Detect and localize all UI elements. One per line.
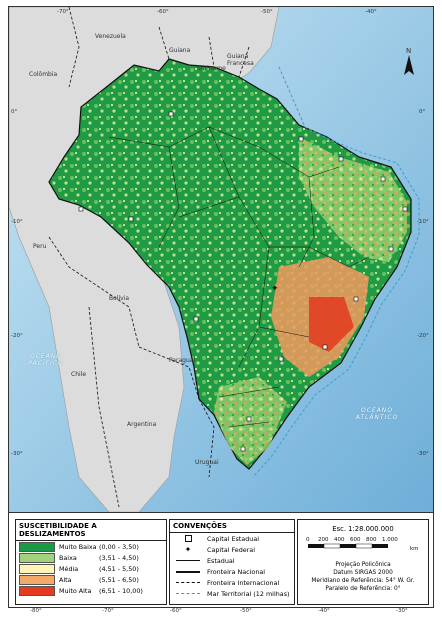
convention-row: Fronteira Internacional [170, 577, 294, 588]
swatch-baixa [19, 552, 55, 563]
convention-row: Mar Territorial (12 milhas) [170, 588, 294, 599]
scale-title: Esc. 1:28.000.000 [332, 525, 394, 533]
convention-row: ✦ Capital Federal [170, 544, 294, 555]
swatch-alta [19, 574, 55, 585]
legend-row-muito-alta: Muito Alta (6,51 - 10,00) [16, 585, 166, 596]
label-guiana-francesa: Guiana Francesa [227, 53, 254, 67]
label-ocean-atlantic: OCEANO ATLÂNTICO [355, 407, 399, 421]
tick-top-1: -60° [157, 9, 169, 15]
label-bolivia: Bolívia [109, 295, 130, 302]
parallel-text: Paralelo de Referência: 0° [325, 586, 401, 592]
convention-row: Fronteira Nacional [170, 566, 294, 577]
tick-bottom-4: -40° [318, 608, 330, 614]
scale-tick-1: 200 [318, 537, 329, 543]
label-peru: Peru [33, 243, 47, 250]
star-icon: ✦ [184, 545, 192, 554]
scale-tick-4: 800 [366, 537, 377, 543]
tick-bottom-1: -70° [102, 608, 114, 614]
legend-class-range: (6,51 - 10,00) [99, 586, 143, 595]
map-frame: ✦ Venezuela Guiana Suriname Guiana Franc… [8, 6, 434, 608]
thin-line-icon [176, 560, 200, 561]
tick-top-0: -70° [57, 9, 69, 15]
thick-line-icon [176, 570, 200, 573]
tick-bottom-5: -30° [396, 608, 408, 614]
legend-area: SUSCETIBILIDADE A DESLIZAMENTOS Muito Ba… [9, 512, 433, 607]
legend-class-range: (3,51 - 4,50) [99, 553, 139, 562]
label-colombia: Colômbia [29, 71, 58, 78]
north-arrow-icon [404, 55, 414, 75]
tick-left-2: -20° [11, 333, 23, 339]
convention-label: Fronteira Internacional [207, 578, 280, 587]
swatch-muito-alta [19, 585, 55, 596]
datum-text: Datum SIRGAS 2000 [333, 570, 393, 576]
convention-label: Fronteira Nacional [207, 567, 266, 576]
northeast-region [299, 137, 407, 262]
dashed-line-icon [176, 582, 200, 583]
convention-row: Capital Estadual [170, 533, 294, 544]
label-guiana: Guiana [169, 47, 191, 54]
tick-bottom-3: -50° [240, 608, 252, 614]
legend-class-name: Média [59, 564, 79, 573]
north-arrow-label: N [406, 47, 412, 55]
tick-right-2: -20° [417, 333, 429, 339]
legend-row-baixa: Baixa (3,51 - 4,50) [16, 552, 166, 563]
tick-left-0: 0° [11, 109, 18, 115]
scale-tick-0: 0 [306, 537, 310, 543]
convention-label: Estadual [207, 556, 235, 565]
very-high-risk-zone [309, 297, 354, 352]
label-venezuela: Venezuela [95, 33, 126, 40]
legend-class-name: Muito Baixa [59, 542, 97, 551]
label-suriname: Suriname [197, 65, 226, 72]
tick-right-1: -10° [417, 219, 429, 225]
tick-top-3: -40° [365, 9, 377, 15]
legend-class-range: (0,00 - 3,50) [99, 542, 139, 551]
meridian-text: Meridiano de Referência: 54° W. Gr. [311, 578, 415, 584]
scale-unit: km [410, 546, 419, 552]
convention-label: Capital Federal [207, 545, 256, 554]
federal-capital-star: ✦ [271, 284, 279, 294]
legend-class-range: (5,51 - 6,50) [99, 575, 139, 584]
swatch-media [19, 563, 55, 574]
tick-top-2: -50° [261, 9, 273, 15]
swatch-muito-baixa [19, 541, 55, 552]
scale-box: Esc. 1:28.000.000 0 200 400 600 800 1.00… [297, 519, 429, 605]
tick-left-3: -30° [11, 451, 23, 457]
territorial-sea-line [252, 66, 420, 478]
legend-class-name: Baixa [59, 553, 77, 562]
legend-row-media: Média (4,51 - 5,50) [16, 563, 166, 574]
convention-row: Estadual [170, 555, 294, 566]
legend-class-range: (4,51 - 5,50) [99, 564, 139, 573]
map-canvas: ✦ [9, 7, 433, 512]
label-argentina: Argentina [127, 421, 157, 428]
label-uruguai: Uruguai [195, 459, 219, 466]
convention-label: Capital Estadual [207, 534, 260, 543]
scale-tick-2: 400 [334, 537, 345, 543]
conventions-legend: CONVENÇÕES Capital Estadual ✦ Capital Fe… [169, 519, 295, 605]
scale-bar: 0 200 400 600 800 1.000 km [306, 537, 419, 552]
legend-class-name: Muito Alta [59, 586, 92, 595]
blue-dashed-line-icon [176, 593, 200, 594]
tick-bottom-2: -60° [170, 608, 182, 614]
international-borders [48, 7, 250, 508]
label-ocean-pacific: OCEANO PACÍFICO [28, 353, 64, 367]
legend-class-name: Alta [59, 575, 72, 584]
legend-row-alta: Alta (5,51 - 6,50) [16, 574, 166, 585]
label-paraguai: Paraguai [169, 357, 196, 364]
legend-row-muito-baixa: Muito Baixa (0,00 - 3,50) [16, 541, 166, 552]
tick-right-0: 0° [419, 109, 426, 115]
square-icon [184, 535, 192, 542]
state-capitals [78, 111, 408, 452]
scale-tick-3: 600 [350, 537, 361, 543]
tick-bottom-0: -80° [30, 608, 42, 614]
projection-text: Projeção Policônica [335, 562, 391, 568]
tick-left-1: -10° [11, 219, 23, 225]
susceptibility-legend: SUSCETIBILIDADE A DESLIZAMENTOS Muito Ba… [15, 519, 167, 605]
conventions-title: CONVENÇÕES [170, 520, 294, 533]
state-borders [108, 126, 370, 428]
scale-tick-5: 1.000 [382, 537, 398, 543]
label-chile: Chile [71, 371, 87, 378]
tick-right-3: -30° [417, 451, 429, 457]
convention-label: Mar Territorial (12 milhas) [207, 589, 290, 598]
legend-title: SUSCETIBILIDADE A DESLIZAMENTOS [16, 520, 166, 541]
